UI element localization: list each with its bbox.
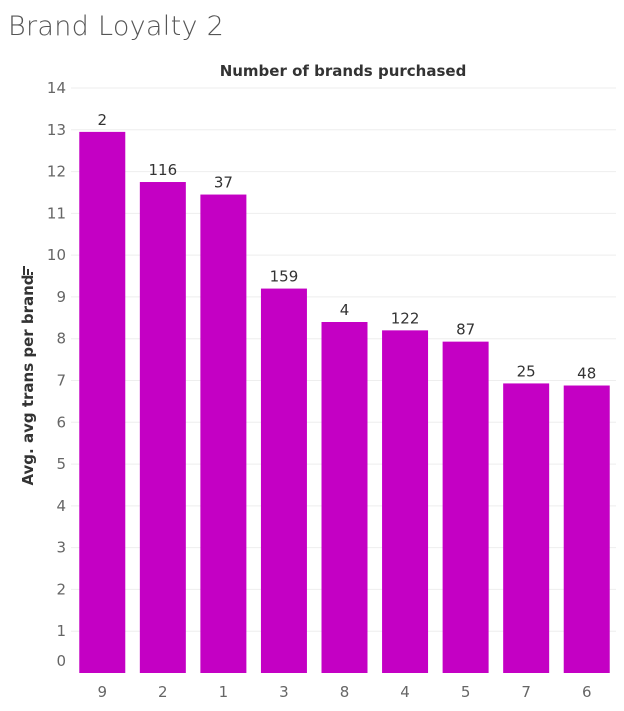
y-tick-label: 9: [56, 288, 66, 306]
bar[interactable]: [442, 341, 489, 673]
bar[interactable]: [139, 182, 186, 673]
bar-data-label: 48: [577, 365, 596, 383]
bar[interactable]: [503, 383, 550, 673]
y-tick-label: 3: [56, 539, 66, 557]
x-tick-label: 3: [279, 683, 289, 701]
bar-data-label: 25: [517, 362, 536, 380]
bar[interactable]: [200, 194, 247, 673]
bar-data-label: 4: [340, 301, 350, 319]
y-tick-label: 8: [56, 330, 66, 348]
x-axis: 9 2 1 3 8 4 5 7 6: [98, 683, 592, 701]
bar-data-label: 122: [391, 309, 420, 327]
x-tick-label: 9: [98, 683, 108, 701]
x-tick-label: 6: [582, 683, 592, 701]
y-tick-label: 4: [56, 497, 66, 515]
y-tick-label: 5: [56, 455, 66, 473]
y-tick-label: 2: [56, 580, 66, 598]
bar-data-label: 37: [214, 174, 233, 192]
bar[interactable]: [79, 131, 126, 673]
y-tick-label: 1: [56, 622, 66, 640]
y-tick-label: 14: [47, 79, 66, 97]
x-tick-label: 8: [340, 683, 350, 701]
y-axis-title-group: Avg. avg trans per brand: [19, 266, 37, 486]
y-tick-label: 10: [47, 246, 66, 264]
bars: [79, 131, 610, 673]
y-tick-label: 11: [47, 204, 66, 222]
x-tick-label: 1: [219, 683, 229, 701]
bar-data-label: 87: [456, 321, 475, 339]
y-tick-label: 12: [47, 163, 66, 181]
y-axis-title: Avg. avg trans per brand: [19, 274, 37, 485]
sort-descending-icon[interactable]: [23, 266, 33, 275]
dashboard-title: Brand Loyalty 2: [8, 11, 225, 42]
bar[interactable]: [382, 330, 429, 673]
bar-data-label: 159: [270, 268, 299, 286]
x-tick-label: 5: [461, 683, 471, 701]
x-tick-label: 4: [400, 683, 410, 701]
x-tick-label: 7: [521, 683, 531, 701]
y-tick-label: 13: [47, 121, 66, 139]
bar-data-label: 116: [149, 161, 178, 179]
x-tick-label: 2: [158, 683, 168, 701]
bar[interactable]: [260, 288, 307, 673]
column-header: Number of brands purchased: [220, 62, 467, 80]
bar-data-label: 2: [98, 111, 108, 129]
bar[interactable]: [321, 322, 368, 673]
bar[interactable]: [563, 385, 610, 673]
y-tick-label: 6: [56, 413, 66, 431]
y-tick-label: 7: [56, 372, 66, 390]
y-tick-label: 0: [56, 652, 66, 670]
bar-labels: 2 116 37 159 4 122 87 25 48: [98, 111, 597, 383]
